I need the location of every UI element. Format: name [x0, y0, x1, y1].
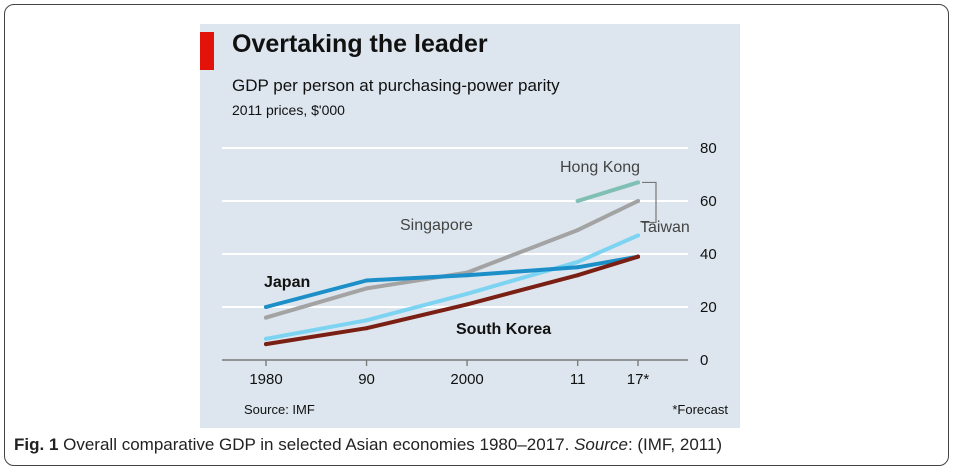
data-point-0-4: [636, 180, 640, 185]
data-point-4-0: [264, 342, 268, 347]
y-tick-label-80: 80: [700, 140, 717, 157]
data-point-2-2: [465, 291, 470, 296]
y-tick-label-40: 40: [700, 246, 717, 263]
series-label-4: South Korea: [456, 321, 551, 338]
chart-title: Overtaking the leader: [232, 30, 488, 58]
data-point-4-3: [575, 273, 580, 278]
series-line-2: [264, 233, 640, 341]
chart-source: Source: IMF: [244, 402, 315, 417]
series-label-1: Singapore: [400, 217, 473, 234]
caption-source-ref: : (IMF, 2011): [627, 435, 723, 454]
y-tick-label-20: 20: [700, 299, 717, 316]
figure-frame: [4, 4, 949, 466]
data-point-2-4: [636, 233, 640, 238]
hong-kong-label-bracket: [642, 181, 657, 224]
caption-label: Fig. 1: [14, 435, 59, 454]
data-point-1-3: [575, 228, 580, 233]
x-tick-label-2: 2000: [450, 371, 483, 388]
chart-panel: Overtaking the leader GDP per person at …: [200, 24, 740, 428]
caption-text: Overall comparative GDP in selected Asia…: [58, 435, 575, 454]
brand-red-tab: [200, 32, 214, 70]
data-point-1-4: [636, 199, 640, 203]
data-point-2-1: [364, 318, 369, 323]
series-line-0: [575, 180, 640, 203]
data-point-1-0: [264, 315, 268, 320]
caption-source-word: Source: [574, 435, 628, 454]
x-tick-label-4: 17*: [627, 371, 650, 388]
series-label-0: Hong Kong: [560, 159, 640, 176]
line-chart: 0 20 40 60 80 1980 90 2000 11 17* Hong Kong Singapo…: [222, 140, 717, 388]
data-point-2-0: [264, 336, 268, 341]
data-point-4-4: [636, 254, 640, 259]
data-point-3-0: [264, 305, 268, 309]
x-tick-label-1: 90: [358, 371, 375, 388]
chart-subtitle: GDP per person at purchasing-power parit…: [232, 76, 560, 95]
chart-unit-label: 2011 prices, $'000: [232, 102, 345, 118]
data-point-0-3: [575, 199, 580, 203]
data-point-2-3: [575, 259, 580, 264]
series-label-3: Japan: [264, 274, 310, 291]
figure-caption: Fig. 1 Overall comparative GDP in select…: [14, 435, 722, 455]
data-point-1-1: [364, 286, 369, 291]
data-point-3-2: [465, 273, 470, 278]
y-tick-label-0: 0: [700, 352, 708, 369]
x-tick-label-0: 1980: [249, 371, 282, 388]
data-point-3-1: [364, 278, 369, 283]
data-point-4-2: [465, 302, 470, 307]
x-tick-label-3: 11: [570, 371, 586, 388]
series-label-2: Taiwan: [640, 219, 690, 236]
y-tick-label-60: 60: [700, 193, 717, 210]
data-point-3-3: [575, 265, 580, 270]
data-point-4-1: [364, 326, 369, 331]
chart-footnote: *Forecast: [672, 402, 728, 417]
